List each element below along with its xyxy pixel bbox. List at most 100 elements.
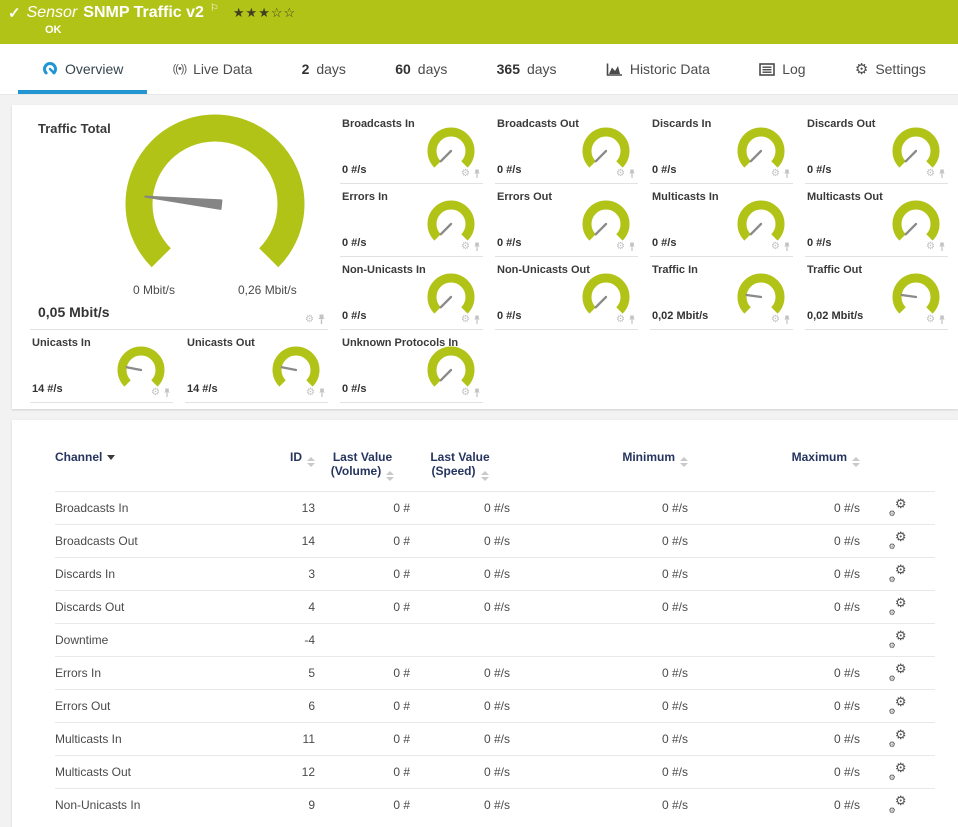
tab-log[interactable]: Log [749, 44, 815, 94]
pin-icon[interactable] [783, 242, 791, 252]
tab-60-days[interactable]: 60 days [385, 44, 457, 94]
gauge-title: Traffic In [652, 264, 698, 276]
last-value-volume: 0 # [315, 788, 410, 822]
maximum-value: 0 #/s [688, 755, 860, 789]
gauge-needle [904, 149, 918, 163]
table-row: Multicasts Out 12 0 # 0 #/s 0 #/s 0 #/s … [55, 755, 935, 789]
gauge-cell: Unicasts Out 14 #/s ⚙ [185, 330, 328, 403]
tab-365-days[interactable]: 365 days [487, 44, 567, 94]
channel-id: 14 [267, 524, 315, 558]
gear-icon[interactable]: ⚙ [306, 387, 315, 398]
table-header-row: Channel ID Last Value (Volume) Last Valu… [55, 450, 935, 492]
gear-icon[interactable]: ⚙ [461, 241, 470, 252]
sort-desc-icon [107, 455, 116, 461]
pin-icon[interactable] [628, 315, 636, 325]
tab-settings[interactable]: ⚙ Settings [845, 44, 936, 94]
channel-settings-icon[interactable]: ⚙ ⚙ [888, 594, 907, 617]
priority-stars[interactable]: ★★★☆☆ [232, 5, 297, 20]
pin-icon[interactable] [783, 169, 791, 179]
gear-icon[interactable]: ⚙ [926, 241, 935, 252]
status-badge: OK [45, 24, 62, 36]
gauge-max-label: 0,26 Mbit/s [238, 283, 297, 297]
last-value-volume: 0 # [315, 755, 410, 789]
gauge-title: Unicasts Out [187, 337, 255, 349]
last-value-speed: 0 #/s [410, 788, 510, 822]
channel-settings-icon[interactable]: ⚙ ⚙ [888, 528, 907, 551]
channel-settings-icon[interactable]: ⚙ ⚙ [888, 792, 907, 815]
last-value-speed: 0 #/s [410, 722, 510, 756]
gear-icon[interactable]: ⚙ [461, 314, 470, 325]
tab-2-days[interactable]: 2 days [292, 44, 356, 94]
gauge-needle [280, 366, 298, 372]
gear-icon[interactable]: ⚙ [771, 241, 780, 252]
column-header-maximum[interactable]: Maximum [688, 450, 860, 492]
gear-icon[interactable]: ⚙ [616, 168, 625, 179]
tab-label: Live Data [193, 61, 253, 77]
last-value-speed: 0 #/s [410, 491, 510, 525]
channel-settings-icon[interactable]: ⚙ ⚙ [888, 627, 907, 650]
live-data-icon: ((•)) [172, 63, 187, 75]
pin-icon[interactable] [473, 242, 481, 252]
pin-icon[interactable] [938, 242, 946, 252]
pin-icon[interactable] [938, 315, 946, 325]
column-header-channel[interactable]: Channel [55, 450, 267, 492]
column-header-last-value-volume[interactable]: Last Value (Volume) [315, 450, 410, 492]
tab-label: days [316, 61, 346, 77]
pin-icon[interactable] [783, 315, 791, 325]
gauge-grid: Traffic Total 0 Mbit/s 0,26 Mbit/s 0,05 … [30, 111, 948, 403]
last-value-volume: 0 # [315, 524, 410, 558]
maximum-value: 0 #/s [688, 557, 860, 591]
channel-settings-icon[interactable]: ⚙ ⚙ [888, 726, 907, 749]
gear-icon[interactable]: ⚙ [616, 241, 625, 252]
channel-settings-icon[interactable]: ⚙ ⚙ [888, 660, 907, 683]
channel-settings-icon[interactable]: ⚙ ⚙ [888, 495, 907, 518]
gear-icon[interactable]: ⚙ [305, 313, 314, 325]
tab-number: 2 [301, 61, 310, 77]
gear-icon: ⚙ [854, 61, 869, 78]
gauge-needle [144, 195, 223, 210]
gauge-needle [594, 295, 608, 309]
channel-settings-icon[interactable]: ⚙ ⚙ [888, 693, 907, 716]
gauge-cell: Multicasts Out 0 #/s ⚙ [805, 184, 948, 257]
channel-id: 3 [267, 557, 315, 591]
gear-icon[interactable]: ⚙ [771, 314, 780, 325]
pin-icon[interactable] [473, 315, 481, 325]
gear-icon[interactable]: ⚙ [151, 387, 160, 398]
pin-icon[interactable] [317, 314, 326, 325]
pin-icon[interactable] [473, 388, 481, 398]
column-header-id[interactable]: ID [267, 450, 315, 492]
tab-live-data[interactable]: ((•)) Live Data [163, 44, 263, 94]
gear-icon[interactable]: ⚙ [461, 387, 470, 398]
gauges-panel: Traffic Total 0 Mbit/s 0,26 Mbit/s 0,05 … [12, 105, 958, 409]
channel-name: Downtime [55, 623, 267, 657]
gauge-cell: Broadcasts Out 0 #/s ⚙ [495, 111, 638, 184]
gauge-value: 0 #/s [652, 164, 677, 176]
gauge-value: 0 #/s [807, 164, 832, 176]
channel-id: 12 [267, 755, 315, 789]
column-header-minimum[interactable]: Minimum [510, 450, 688, 492]
channel-id: 13 [267, 491, 315, 525]
pin-icon[interactable] [318, 388, 326, 398]
gauge-cell: Discards Out 0 #/s ⚙ [805, 111, 948, 184]
channel-settings-icon[interactable]: ⚙ ⚙ [888, 561, 907, 584]
gauge-title: Discards In [652, 118, 712, 130]
pin-icon[interactable] [628, 242, 636, 252]
table-row: Multicasts In 11 0 # 0 #/s 0 #/s 0 #/s ⚙… [55, 722, 935, 756]
tab-historic-data[interactable]: Historic Data [596, 44, 720, 94]
gear-icon[interactable]: ⚙ [616, 314, 625, 325]
pin-icon[interactable] [628, 169, 636, 179]
gear-icon[interactable]: ⚙ [926, 168, 935, 179]
gear-icon[interactable]: ⚙ [926, 314, 935, 325]
column-header-last-value-speed[interactable]: Last Value (Speed) [410, 450, 510, 492]
gear-icon[interactable]: ⚙ [771, 168, 780, 179]
tab-overview[interactable]: Overview [17, 44, 148, 94]
minimum-value: 0 #/s [510, 755, 688, 789]
page-title: SNMP Traffic v2 [83, 4, 204, 21]
pin-icon[interactable] [163, 388, 171, 398]
gear-icon[interactable]: ⚙ [461, 168, 470, 179]
pin-icon[interactable] [473, 169, 481, 179]
pin-icon[interactable] [938, 169, 946, 179]
channel-settings-icon[interactable]: ⚙ ⚙ [888, 759, 907, 782]
gauge-value: 0 #/s [497, 237, 522, 249]
flag-icon[interactable]: ⚐ [209, 2, 219, 14]
